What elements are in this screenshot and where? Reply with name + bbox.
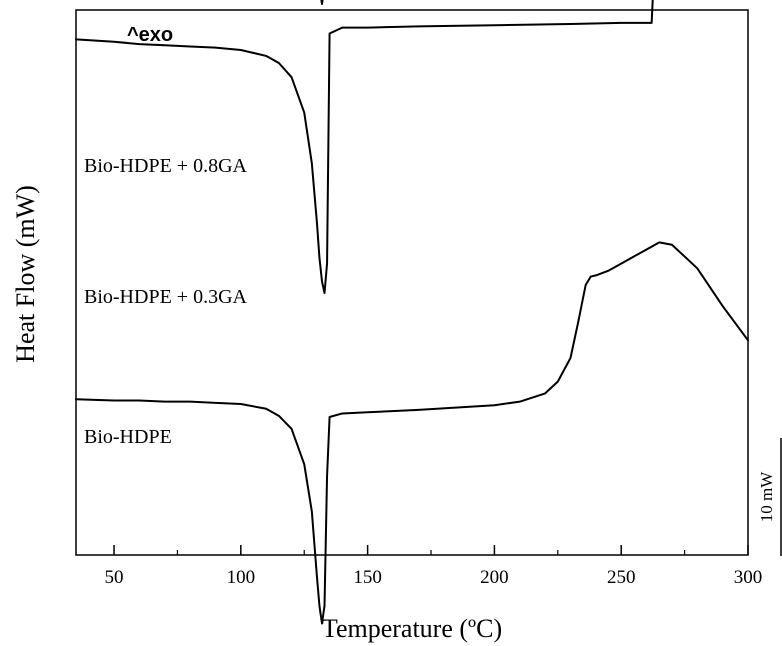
series-label-0.8ga: Bio-HDPE + 0.8GA xyxy=(84,155,248,177)
x-axis-title: Temperature (ºC) xyxy=(322,614,502,643)
series-label-0.3ga: Bio-HDPE + 0.3GA xyxy=(84,286,248,308)
scale-bar-label: 10 mW xyxy=(757,471,776,522)
series-curves xyxy=(75,0,749,625)
x-tick-label: 100 xyxy=(227,567,256,588)
x-tick-label: 300 xyxy=(734,567,763,588)
x-tick-label: 150 xyxy=(353,567,382,588)
x-tick-label: 200 xyxy=(480,567,509,588)
series-label-bio-hdpe: Bio-HDPE xyxy=(84,426,172,448)
y-axis-title: Heat Flow (mW) xyxy=(11,185,40,363)
x-tick-label: 50 xyxy=(105,567,124,588)
x-tick-label: 250 xyxy=(607,567,636,588)
series-curve-0 xyxy=(320,0,324,5)
exo-direction-label: ^exo xyxy=(127,24,173,46)
series-curve-1 xyxy=(75,0,654,295)
plot-frame xyxy=(75,9,749,556)
x-axis-ticks: 50 100 150 200 250 300 xyxy=(105,545,763,588)
series-curve-2 xyxy=(75,241,749,625)
plot-border xyxy=(75,9,749,556)
